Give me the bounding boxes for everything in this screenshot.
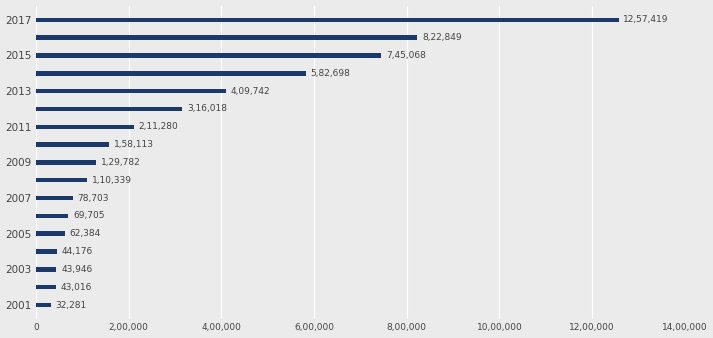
Bar bbox=[36, 267, 56, 272]
Text: 1,29,782: 1,29,782 bbox=[101, 158, 140, 167]
Bar bbox=[36, 142, 109, 147]
Bar bbox=[36, 232, 65, 236]
Text: 4,09,742: 4,09,742 bbox=[230, 87, 270, 96]
Bar bbox=[36, 107, 183, 111]
Bar bbox=[36, 89, 226, 93]
Text: 43,016: 43,016 bbox=[61, 283, 92, 292]
Text: 12,57,419: 12,57,419 bbox=[623, 15, 669, 24]
Text: 8,22,849: 8,22,849 bbox=[422, 33, 461, 42]
Text: 43,946: 43,946 bbox=[61, 265, 93, 274]
Text: 2,11,280: 2,11,280 bbox=[138, 122, 178, 131]
Text: 78,703: 78,703 bbox=[77, 194, 108, 202]
Bar bbox=[36, 178, 87, 183]
Bar bbox=[36, 71, 306, 75]
Text: 44,176: 44,176 bbox=[61, 247, 93, 256]
Text: 3,16,018: 3,16,018 bbox=[187, 104, 227, 114]
Text: 69,705: 69,705 bbox=[73, 211, 105, 220]
Bar bbox=[36, 249, 56, 254]
Bar bbox=[36, 303, 51, 307]
Bar bbox=[36, 35, 417, 40]
Text: 32,281: 32,281 bbox=[56, 300, 87, 310]
Bar bbox=[36, 196, 73, 200]
Bar bbox=[36, 53, 381, 58]
Bar bbox=[36, 285, 56, 289]
Bar bbox=[36, 18, 619, 22]
Text: 5,82,698: 5,82,698 bbox=[311, 69, 351, 78]
Bar bbox=[36, 214, 68, 218]
Bar bbox=[36, 160, 96, 165]
Text: 1,58,113: 1,58,113 bbox=[114, 140, 154, 149]
Text: 7,45,068: 7,45,068 bbox=[386, 51, 426, 60]
Text: 1,10,339: 1,10,339 bbox=[92, 176, 132, 185]
Bar bbox=[36, 124, 134, 129]
Text: 62,384: 62,384 bbox=[70, 229, 101, 238]
